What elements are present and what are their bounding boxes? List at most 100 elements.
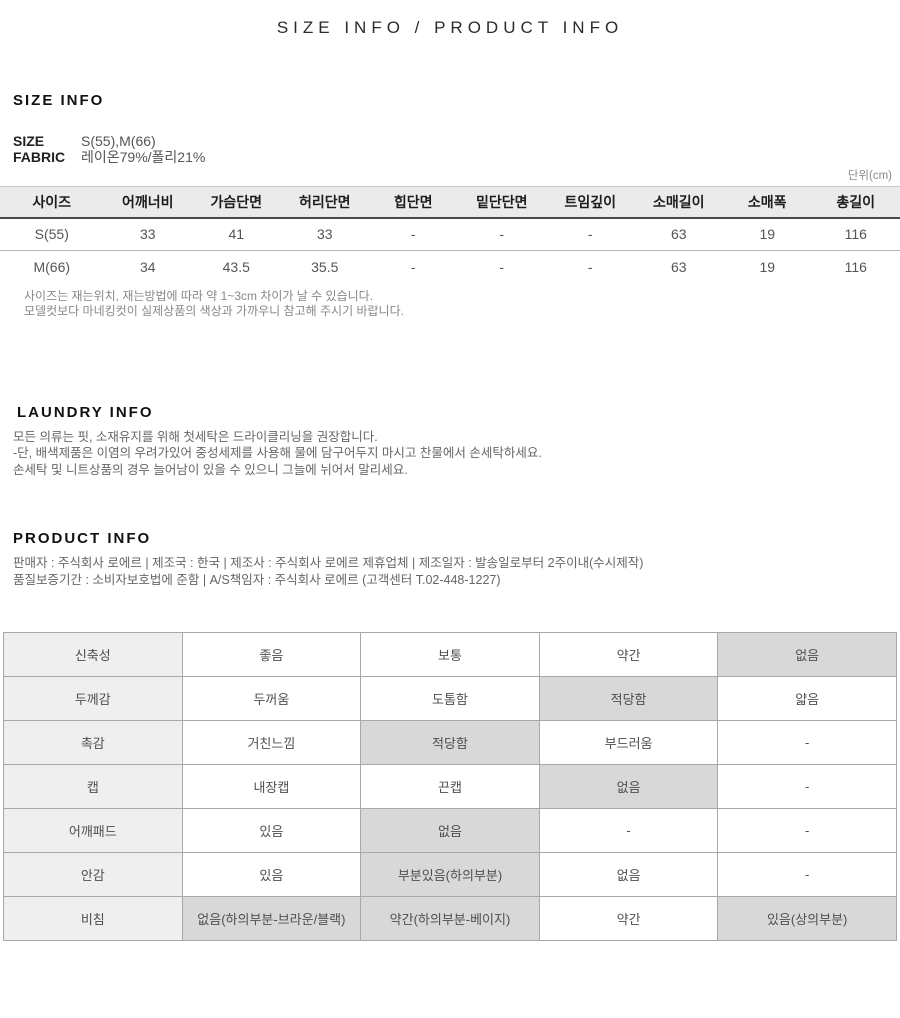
attribute-option: 약간 (539, 897, 718, 941)
size-value: S(55),M(66) (81, 134, 156, 150)
attribute-label: 촉감 (4, 721, 183, 765)
attribute-option-selected: 약간(하의부분-베이지) (361, 897, 540, 941)
size-info-section: SIZE INFO SIZE S(55),M(66) FABRIC 레이온79%… (0, 92, 900, 320)
size-table-cell: - (369, 251, 458, 284)
size-meta-row: SIZE S(55),M(66) (13, 134, 900, 150)
attribute-option: 보통 (361, 633, 540, 677)
attribute-option: 거친느낌 (182, 721, 361, 765)
size-table-header-cell: 소매길이 (635, 187, 724, 218)
attribute-option: 없음 (539, 853, 718, 897)
size-table-header-cell: 밑단단면 (458, 187, 547, 218)
size-table-cell: M(66) (0, 251, 104, 284)
size-table-header-cell: 사이즈 (0, 187, 104, 218)
fabric-meta-row: FABRIC 레이온79%/폴리21% (13, 150, 900, 166)
size-table-cell: 35.5 (281, 251, 370, 284)
product-line: 품질보증기간 : 소비자보호법에 준함 | A/S책임자 : 주식회사 로에르 … (13, 572, 900, 589)
size-table-cell: 33 (281, 218, 370, 251)
attribute-label: 비침 (4, 897, 183, 941)
attribute-option-selected: 없음 (718, 633, 897, 677)
product-line: 판매자 : 주식회사 로에르 | 제조국 : 한국 | 제조사 : 주식회사 로… (13, 555, 900, 572)
attribute-option: 도톰함 (361, 677, 540, 721)
size-table-cell: 43.5 (192, 251, 281, 284)
attribute-option: 내장캡 (182, 765, 361, 809)
size-table-cell: 116 (812, 251, 900, 284)
attribute-option: 두꺼움 (182, 677, 361, 721)
attribute-option: 있음 (182, 853, 361, 897)
attribute-option: - (718, 853, 897, 897)
size-label: SIZE (13, 134, 81, 150)
fabric-value: 레이온79%/폴리21% (81, 150, 205, 166)
size-notes: 사이즈는 재는위치, 재는방법에 따라 약 1~3cm 차이가 날 수 있습니다… (24, 289, 900, 320)
attribute-option: 부드러움 (539, 721, 718, 765)
size-meta: SIZE S(55),M(66) FABRIC 레이온79%/폴리21% (13, 134, 900, 165)
attribute-option: 얇음 (718, 677, 897, 721)
attribute-option-selected: 적당함 (539, 677, 718, 721)
attribute-option-selected: 없음 (539, 765, 718, 809)
fabric-label: FABRIC (13, 150, 81, 166)
laundry-info-heading: LAUNDRY INFO (17, 404, 900, 421)
product-info-heading: PRODUCT INFO (13, 530, 900, 547)
size-note-line: 모델컷보다 마네킹컷이 실제상품의 색상과 가까우니 참고해 주시기 바랍니다. (24, 304, 900, 320)
laundry-info-text: 모든 의류는 핏, 소재유지를 위해 첫세탁은 드라이클리닝을 권장합니다. -… (13, 429, 900, 479)
laundry-line: 손세탁 및 니트상품의 경우 늘어남이 있을 수 있으니 그늘에 뉘어서 말리세… (13, 462, 900, 479)
size-table-header-cell: 가슴단면 (192, 187, 281, 218)
size-note-line: 사이즈는 재는위치, 재는방법에 따라 약 1~3cm 차이가 날 수 있습니다… (24, 289, 900, 305)
size-table-cell: - (546, 218, 635, 251)
size-table-cell: 63 (635, 251, 724, 284)
attribute-option: - (718, 809, 897, 853)
attribute-option: 끈캡 (361, 765, 540, 809)
laundry-line: 모든 의류는 핏, 소재유지를 위해 첫세탁은 드라이클리닝을 권장합니다. (13, 429, 900, 446)
size-table-header-cell: 힙단면 (369, 187, 458, 218)
attribute-option-selected: 적당함 (361, 721, 540, 765)
size-table-cell: 19 (723, 251, 812, 284)
page-title: SIZE INFO / PRODUCT INFO (0, 18, 900, 38)
attribute-label: 어깨패드 (4, 809, 183, 853)
attribute-option-selected: 없음(하의부분-브라운/블랙) (182, 897, 361, 941)
size-table-header-cell: 허리단면 (281, 187, 370, 218)
attribute-option: 약간 (539, 633, 718, 677)
attribute-label: 신축성 (4, 633, 183, 677)
size-table-header-cell: 트임깊이 (546, 187, 635, 218)
size-table-cell: S(55) (0, 218, 104, 251)
size-table-cell: - (369, 218, 458, 251)
attribute-option: - (539, 809, 718, 853)
attribute-option-selected: 없음 (361, 809, 540, 853)
product-info-text: 판매자 : 주식회사 로에르 | 제조국 : 한국 | 제조사 : 주식회사 로… (13, 555, 900, 589)
attribute-option: - (718, 721, 897, 765)
laundry-line: -단, 배색제품은 이염의 우려가있어 중성세제를 사용해 물에 담구어두지 마… (13, 445, 900, 462)
laundry-info-section: LAUNDRY INFO 모든 의류는 핏, 소재유지를 위해 첫세탁은 드라이… (0, 404, 900, 479)
attribute-label: 안감 (4, 853, 183, 897)
size-table-cell: 19 (723, 218, 812, 251)
attribute-option-selected: 있음(상의부분) (718, 897, 897, 941)
size-table-cell: 41 (192, 218, 281, 251)
size-table-header-cell: 소매폭 (723, 187, 812, 218)
size-table-cell: - (458, 251, 547, 284)
size-table-cell: - (546, 251, 635, 284)
attribute-label: 두께감 (4, 677, 183, 721)
size-table-cell: 33 (104, 218, 193, 251)
attribute-option: 있음 (182, 809, 361, 853)
attribute-label: 캡 (4, 765, 183, 809)
size-table-header-cell: 어깨너비 (104, 187, 193, 218)
product-info-section: PRODUCT INFO 판매자 : 주식회사 로에르 | 제조국 : 한국 |… (0, 530, 900, 589)
size-table-header-cell: 총길이 (812, 187, 900, 218)
attribute-option: 좋음 (182, 633, 361, 677)
attribute-option: - (718, 765, 897, 809)
size-table-cell: 63 (635, 218, 724, 251)
size-table-cell: - (458, 218, 547, 251)
attribute-option-selected: 부분있음(하의부분) (361, 853, 540, 897)
